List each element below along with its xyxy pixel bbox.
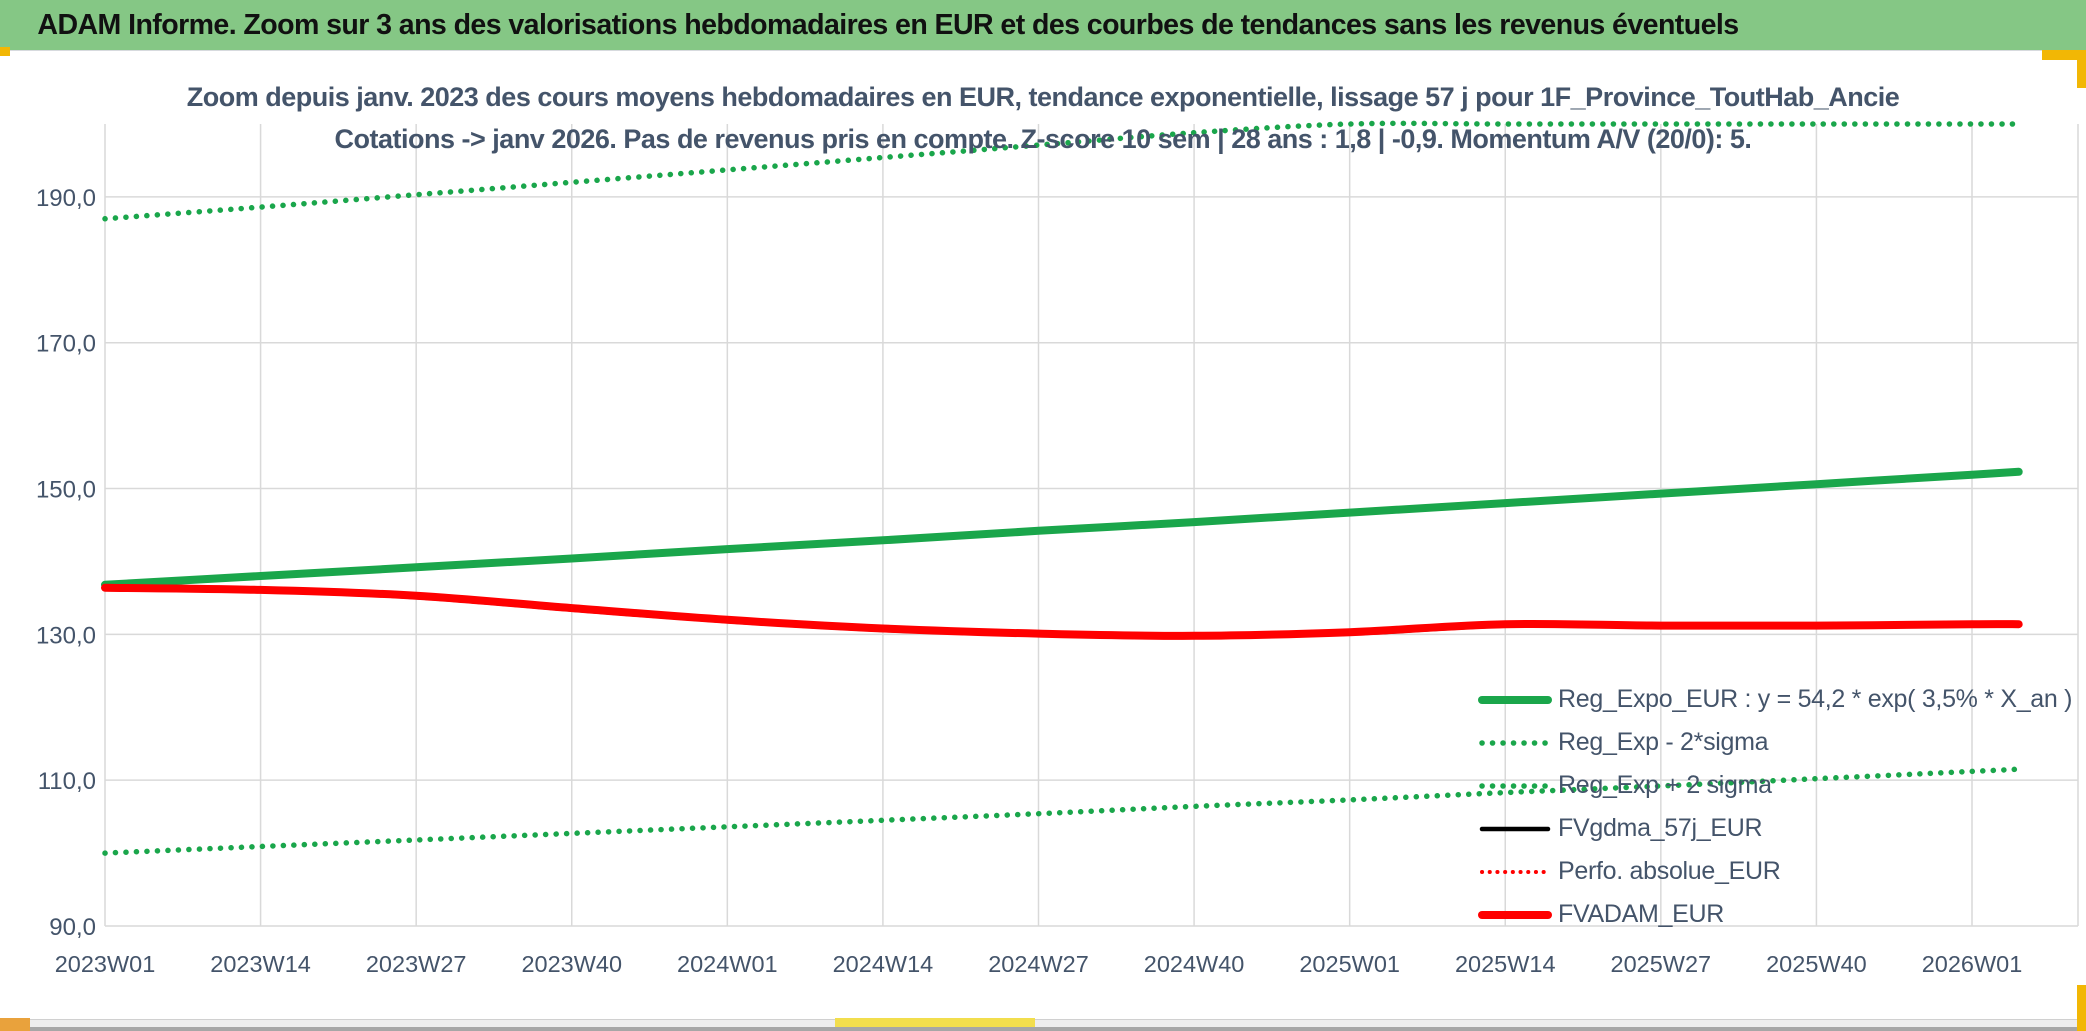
legend-item-1[interactable]: Reg_Exp - 2*sigma — [1478, 721, 2072, 764]
x-tick-label: 2025W01 — [1299, 951, 1400, 977]
legend-item-3[interactable]: FVgdma_57j_EUR — [1478, 807, 2072, 850]
y-tick-label: 90,0 — [49, 914, 96, 941]
gold-accent-bottom-right — [2077, 985, 2086, 1031]
legend-label: FVADAM_EUR — [1558, 900, 1725, 928]
legend-item-2[interactable]: Reg_Exp + 2 sigma — [1478, 764, 2072, 807]
gold-accent-top-right-v — [2077, 50, 2086, 88]
legend-label: Reg_Exp - 2*sigma — [1558, 728, 1769, 756]
legend-label: Reg_Expo_EUR : y = 54,2 * exp( 3,5% * X_… — [1558, 685, 2073, 713]
legend-label: Reg_Exp + 2 sigma — [1558, 771, 1772, 799]
x-tick-label: 2025W14 — [1455, 951, 1556, 977]
gold-accent-top-right-h — [2042, 50, 2086, 60]
x-tick-label: 2023W27 — [366, 951, 467, 977]
x-tick-label: 2024W27 — [988, 951, 1089, 977]
y-tick-label: 150,0 — [36, 477, 96, 504]
gold-accent-top-left — [0, 47, 10, 56]
orange-cell-bottom-left — [0, 1018, 30, 1031]
y-tick-label: 190,0 — [36, 185, 96, 212]
legend-item-5[interactable]: FVADAM_EUR — [1478, 893, 2072, 936]
legend-swatch — [1479, 739, 1551, 746]
x-tick-label: 2025W40 — [1766, 951, 1867, 977]
bottom-row-strip — [0, 1019, 2086, 1028]
x-tick-label: 2026W01 — [1922, 951, 2023, 977]
x-tick-label: 2024W14 — [833, 951, 934, 977]
chart-legend: Reg_Expo_EUR : y = 54,2 * exp( 3,5% * X_… — [1478, 678, 2072, 936]
legend-swatch — [1479, 782, 1551, 789]
series-line-2 — [102, 120, 2022, 222]
legend-swatch — [1478, 910, 1552, 919]
chart-title-line1: Zoom depuis janv. 2023 des cours moyens … — [186, 82, 1900, 112]
y-tick-label: 170,0 — [36, 331, 96, 358]
legend-item-4[interactable]: Perfo. absolue_EUR — [1478, 850, 2072, 893]
x-tick-label: 2023W01 — [55, 951, 156, 977]
bottom-edge-line — [0, 1027, 2086, 1031]
legend-swatch — [1478, 695, 1552, 704]
y-tick-label: 110,0 — [38, 768, 96, 795]
series-line-5 — [101, 583, 2023, 640]
page-title: ADAM Informe. Zoom sur 3 ans des valoris… — [37, 8, 1739, 41]
chart-title: Zoom depuis janv. 2023 des cours moyens … — [0, 76, 2086, 160]
legend-swatch — [1479, 826, 1551, 831]
x-tick-label: 2024W40 — [1144, 951, 1245, 977]
yellow-cell-bottom — [835, 1018, 1035, 1027]
x-tick-label: 2023W40 — [521, 951, 622, 977]
legend-label: FVgdma_57j_EUR — [1558, 814, 1763, 842]
legend-item-0[interactable]: Reg_Expo_EUR : y = 54,2 * exp( 3,5% * X_… — [1478, 678, 2072, 721]
y-tick-label: 130,0 — [36, 622, 96, 649]
series-line-0 — [101, 467, 2023, 589]
legend-label: Perfo. absolue_EUR — [1558, 857, 1781, 885]
legend-swatch — [1480, 869, 1550, 874]
chart-title-line2: Cotations -> janv 2026. Pas de revenus p… — [334, 124, 1752, 154]
header: ADAM Informe. Zoom sur 3 ans des valoris… — [0, 0, 2086, 51]
x-tick-label: 2025W27 — [1611, 951, 1712, 977]
x-tick-label: 2023W14 — [210, 951, 311, 977]
x-tick-label: 2024W01 — [677, 951, 778, 977]
